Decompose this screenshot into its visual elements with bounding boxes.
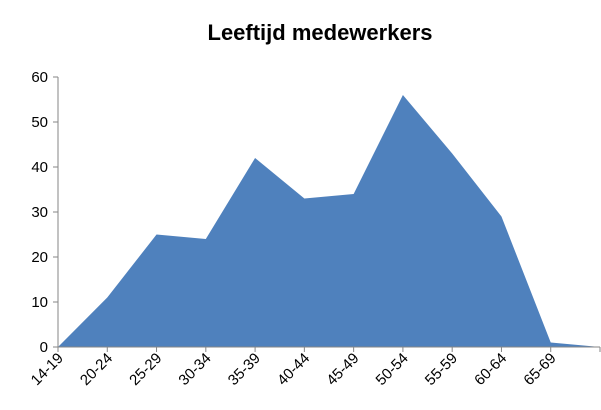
y-tick-label: 30	[31, 204, 48, 221]
y-tick-label: 40	[31, 159, 48, 176]
x-tick-label: 65-69	[520, 350, 559, 389]
area	[58, 95, 600, 347]
x-tick-label: 25-29	[126, 350, 165, 389]
y-tick-label: 60	[31, 69, 48, 86]
x-tick-label: 30-34	[175, 350, 214, 389]
chart-title: Leeftijd medewerkers	[208, 20, 433, 45]
x-tick-label: 20-24	[77, 350, 116, 389]
x-tick-label: 55-59	[422, 350, 461, 389]
x-tick-label: 40-44	[274, 350, 313, 389]
y-tick-label: 50	[31, 114, 48, 131]
y-tick-label: 0	[40, 339, 48, 356]
y-tick-label: 20	[31, 249, 48, 266]
y-tick-label: 10	[31, 294, 48, 311]
x-tick-label: 35-39	[225, 350, 264, 389]
x-tick-label: 45-49	[323, 350, 362, 389]
x-tick-label: 50-54	[373, 350, 412, 389]
x-tick-label: 60-64	[471, 350, 510, 389]
